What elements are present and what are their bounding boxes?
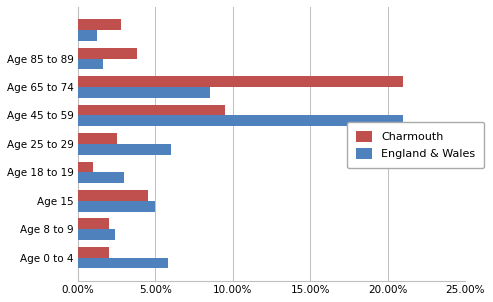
Bar: [78, 258, 168, 268]
Bar: [78, 115, 403, 126]
Bar: [78, 190, 148, 201]
Legend: Charmouth, England & Wales: Charmouth, England & Wales: [347, 122, 485, 168]
Bar: [78, 30, 97, 41]
Bar: [78, 48, 137, 59]
Bar: [78, 59, 103, 69]
Bar: [78, 218, 109, 229]
Bar: [78, 247, 109, 258]
Bar: [78, 105, 225, 115]
Bar: [78, 133, 117, 144]
Bar: [78, 19, 121, 30]
Bar: [78, 172, 124, 183]
Bar: [78, 162, 94, 172]
Bar: [78, 144, 171, 155]
Bar: [78, 76, 403, 87]
Bar: [78, 229, 115, 240]
Bar: [78, 201, 155, 212]
Bar: [78, 87, 210, 98]
